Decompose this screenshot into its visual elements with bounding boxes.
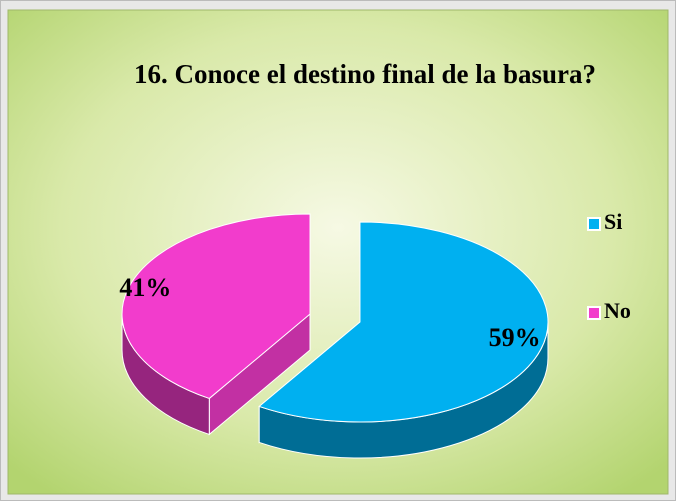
slice-top — [121, 213, 311, 400]
data-label: 59% — [489, 323, 541, 352]
legend-swatch — [587, 217, 601, 231]
legend-swatch — [587, 306, 601, 320]
pie-slice — [121, 213, 311, 436]
pie: 41% 59% — [119, 213, 549, 459]
legend: Si No — [587, 209, 631, 323]
pie-slice — [258, 221, 549, 459]
chart-title: 16. Conoce el destino final de la basura… — [134, 59, 596, 89]
data-label: 41% — [119, 273, 171, 302]
slice-top — [258, 221, 549, 423]
legend-label: No — [604, 298, 631, 323]
legend-label: Si — [604, 209, 622, 234]
